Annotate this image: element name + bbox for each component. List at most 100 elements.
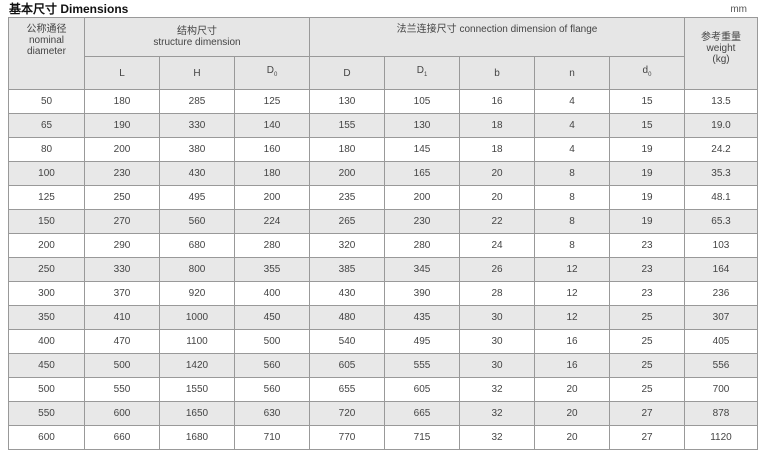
col-D: D	[309, 56, 385, 90]
table-cell: 125	[234, 89, 310, 114]
table-cell: 480	[309, 305, 385, 330]
table-row: 550 600 1650 630 720 665 32 20 27 878	[8, 401, 758, 426]
header-structure: 结构尺寸 structure dimension	[84, 17, 310, 57]
table-cell: 235	[309, 185, 385, 210]
table-cell: 270	[84, 209, 160, 234]
table-cell: 27	[609, 401, 685, 426]
table-cell: 385	[309, 257, 385, 282]
table-cell: 125	[8, 185, 85, 210]
table-cell: 405	[684, 329, 758, 354]
header-flange: 法兰连接尺寸 connection dimension of flange	[309, 17, 685, 57]
table-cell: 16	[534, 353, 610, 378]
table-cell: 720	[309, 401, 385, 426]
table-row: 125 250 495 200 235 200 20 8 19 48.1	[8, 185, 758, 210]
nominal-cn: 公称通径	[26, 24, 67, 35]
table-row: 600 660 1680 710 770 715 32 20 27 1120	[8, 425, 758, 450]
col-b: b	[459, 56, 535, 90]
d0s-main: d	[642, 65, 649, 76]
table-cell: 155	[309, 113, 385, 138]
table-cell: 1120	[684, 425, 758, 450]
table-cell: 20	[459, 161, 535, 186]
table-cell: 16	[459, 89, 535, 114]
table-cell: 23	[609, 257, 685, 282]
table-cell: 410	[84, 305, 160, 330]
table-cell: 600	[84, 401, 160, 426]
table-cell: 80	[8, 137, 85, 162]
table-cell: 24	[459, 233, 535, 258]
table-cell: 4	[534, 89, 610, 114]
table-cell: 224	[234, 209, 310, 234]
table-cell: 560	[234, 353, 310, 378]
header-nominal-diameter: 公称通径 nominal diameter	[8, 17, 85, 90]
table-cell: 236	[684, 281, 758, 306]
table-cell: 100	[8, 161, 85, 186]
table-cell: 1000	[159, 305, 235, 330]
table-cell: 164	[684, 257, 758, 282]
table-cell: 18	[459, 137, 535, 162]
table-cell: 23	[609, 233, 685, 258]
table-cell: 500	[84, 353, 160, 378]
table-cell: 250	[8, 257, 85, 282]
table-cell: 30	[459, 353, 535, 378]
table-cell: 165	[384, 161, 460, 186]
table-cell: 103	[684, 233, 758, 258]
table-cell: 495	[159, 185, 235, 210]
table-cell: 600	[8, 425, 85, 450]
table-cell: 435	[384, 305, 460, 330]
table-cell: 200	[234, 185, 310, 210]
table-cell: 560	[159, 209, 235, 234]
table-cell: 556	[684, 353, 758, 378]
table-cell: 540	[309, 329, 385, 354]
col-D1: D1	[384, 56, 460, 90]
table-cell: 555	[384, 353, 460, 378]
d1-main: D	[416, 65, 424, 76]
table-cell: 105	[384, 89, 460, 114]
table-cell: 30	[459, 305, 535, 330]
table-cell: 150	[8, 209, 85, 234]
table-cell: 230	[84, 161, 160, 186]
table-cell: 65.3	[684, 209, 758, 234]
table-cell: 350	[8, 305, 85, 330]
col-H: H	[159, 56, 235, 90]
d0s-sub: 0	[648, 72, 652, 78]
table-cell: 160	[234, 137, 310, 162]
table-cell: 22	[459, 209, 535, 234]
table-cell: 20	[534, 425, 610, 450]
header-weight: 参考重量 weight (kg)	[684, 17, 758, 90]
table-cell: 200	[309, 161, 385, 186]
table-cell: 605	[309, 353, 385, 378]
table-row: 65 190 330 140 155 130 18 4 15 19.0	[8, 113, 758, 138]
table-row: 400 470 1100 500 540 495 30 16 25 405	[8, 329, 758, 354]
col-d0: d0	[609, 56, 685, 90]
table-cell: 19.0	[684, 113, 758, 138]
table-cell: 32	[459, 377, 535, 402]
table-cell: 12	[534, 257, 610, 282]
table-row: 250 330 800 355 385 345 26 12 23 164	[8, 257, 758, 282]
table-cell: 655	[309, 377, 385, 402]
table-row: 500 550 1550 560 655 605 32 20 25 700	[8, 377, 758, 402]
table-cell: 1680	[159, 425, 235, 450]
col-D0: D0	[234, 56, 310, 90]
table-cell: 25	[609, 377, 685, 402]
table-row: 200 290 680 280 320 280 24 8 23 103	[8, 233, 758, 258]
table-cell: 430	[309, 281, 385, 306]
table-cell: 430	[159, 161, 235, 186]
table-cell: 320	[309, 233, 385, 258]
table-row: 100 230 430 180 200 165 20 8 19 35.3	[8, 161, 758, 186]
weight-cn: 参考重量	[701, 32, 741, 43]
table-cell: 65	[8, 113, 85, 138]
table-cell: 495	[384, 329, 460, 354]
table-cell: 500	[234, 329, 310, 354]
table-cell: 307	[684, 305, 758, 330]
table-cell: 25	[609, 305, 685, 330]
table-cell: 200	[384, 185, 460, 210]
table-cell: 12	[534, 281, 610, 306]
table-cell: 380	[159, 137, 235, 162]
table-cell: 1550	[159, 377, 235, 402]
table-cell: 8	[534, 185, 610, 210]
table-cell: 280	[234, 233, 310, 258]
table-cell: 145	[384, 137, 460, 162]
table-cell: 4	[534, 113, 610, 138]
table-cell: 700	[684, 377, 758, 402]
table-cell: 920	[159, 281, 235, 306]
